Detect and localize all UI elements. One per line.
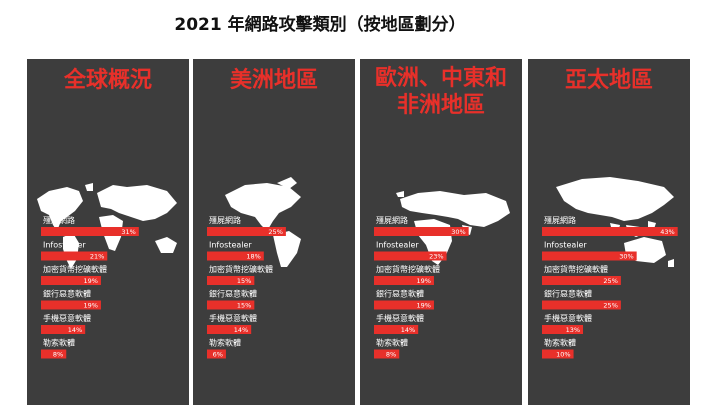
value-label-cryptominer: 25% (603, 277, 617, 285)
panel-title: 歐洲、中東和 非洲地區 (360, 65, 522, 119)
category-label-infostealer: Infostealer (209, 241, 252, 250)
bar-cryptominer (41, 276, 101, 285)
category-label-ransomware: 勒索軟體 (544, 338, 576, 348)
bar-cryptominer (542, 276, 621, 285)
bar-infostealer (207, 251, 264, 261)
value-label-ransomware: 10% (556, 351, 570, 359)
panel-title: 全球概況 (27, 67, 189, 94)
value-label-botnet: 43% (660, 228, 674, 236)
category-label-banking-malware: 銀行惡意軟體 (209, 289, 257, 299)
category-label-cryptominer: 加密貨幣挖礦軟體 (43, 264, 107, 274)
bar-infostealer (41, 251, 108, 261)
value-label-banking-malware: 15% (237, 302, 251, 310)
value-label-infostealer: 18% (246, 253, 260, 261)
value-label-infostealer: 30% (619, 253, 633, 261)
bar-botnet (41, 227, 139, 236)
category-label-botnet: 殭屍網路 (209, 215, 241, 225)
panel-title-line: 亞太地區 (564, 68, 653, 93)
bar-mobile-malware (542, 325, 584, 334)
bar-chart-apac: 殭屍網路 43% Infostealer 30% 加密貨幣挖礦軟體 25% 銀行惡意軟體 25… (542, 215, 678, 359)
panel-title: 亞太地區 (528, 67, 690, 94)
bar-banking-malware (374, 300, 434, 310)
category-label-infostealer: Infostealer (544, 241, 587, 250)
category-label-infostealer: Infostealer (376, 241, 419, 250)
bar-mobile-malware (41, 325, 86, 334)
value-label-botnet: 31% (121, 228, 135, 236)
bar-mobile-malware (374, 325, 419, 334)
category-label-ransomware: 勒索軟體 (376, 338, 408, 348)
bar-banking-malware (207, 300, 255, 310)
bar-cryptominer (207, 276, 255, 285)
value-label-botnet: 25% (268, 228, 282, 236)
panel-title-line: 非洲地區 (396, 93, 485, 118)
value-label-mobile-malware: 14% (234, 326, 248, 334)
chart-title: 2021 年網路攻擊類別（按地區劃分） (174, 15, 466, 35)
category-label-cryptominer: 加密貨幣挖礦軟體 (376, 264, 440, 274)
value-label-ransomware: 8% (386, 351, 396, 359)
bar-ransomware (542, 349, 574, 359)
category-label-mobile-malware: 手機惡意軟體 (544, 313, 592, 323)
category-label-botnet: 殭屍網路 (544, 215, 576, 225)
category-label-banking-malware: 銀行惡意軟體 (376, 289, 424, 299)
panel-title-line: 美洲地區 (229, 68, 318, 93)
value-label-cryptominer: 19% (84, 277, 98, 285)
value-label-banking-malware: 25% (603, 302, 617, 310)
value-label-mobile-malware: 14% (401, 326, 415, 334)
bar-infostealer (542, 251, 637, 261)
category-label-mobile-malware: 手機惡意軟體 (43, 313, 91, 323)
value-label-cryptominer: 19% (417, 277, 431, 285)
panel-americas: 美洲地區 殭屍網路 25% Infostealer 18% 加密貨幣挖礦軟體 15% 銀行惡… (193, 59, 355, 405)
bar-chart-global: 殭屍網路 31% Infostealer 21% 加密貨幣挖礦軟體 19% 銀行惡意軟體 19… (41, 215, 139, 359)
bar-infostealer (374, 251, 447, 261)
panel-apac: 亞太地區 殭屍網路 43% Infostealer 30% 加密貨幣挖礦軟體 25% 銀行惡… (528, 59, 690, 405)
value-label-banking-malware: 19% (84, 302, 98, 310)
panel-title-line: 全球概況 (63, 68, 152, 93)
bar-botnet (374, 227, 469, 236)
value-label-botnet: 30% (451, 228, 465, 236)
value-label-banking-malware: 19% (417, 302, 431, 310)
bar-botnet (207, 227, 286, 236)
category-label-botnet: 殭屍網路 (43, 215, 75, 225)
category-label-cryptominer: 加密貨幣挖礦軟體 (544, 264, 608, 274)
bar-banking-malware (542, 300, 621, 310)
category-label-banking-malware: 銀行惡意軟體 (544, 289, 592, 299)
bar-botnet (542, 227, 678, 236)
category-label-banking-malware: 銀行惡意軟體 (43, 289, 91, 299)
category-label-infostealer: Infostealer (43, 241, 86, 250)
bar-chart-emea: 殭屍網路 30% Infostealer 23% 加密貨幣挖礦軟體 19% 銀行惡意軟體 19… (374, 215, 469, 359)
panel-title: 美洲地區 (193, 67, 355, 94)
value-label-cryptominer: 15% (237, 277, 251, 285)
category-label-mobile-malware: 手機惡意軟體 (209, 313, 257, 323)
bar-cryptominer (374, 276, 434, 285)
bar-ransomware (41, 349, 67, 359)
americas-map-icon (225, 177, 301, 267)
category-label-ransomware: 勒索軟體 (43, 338, 75, 348)
value-label-ransomware: 6% (213, 351, 223, 359)
value-label-ransomware: 8% (53, 351, 63, 359)
bar-ransomware (374, 349, 400, 359)
bar-ransomware (207, 349, 226, 359)
category-label-ransomware: 勒索軟體 (209, 338, 241, 348)
value-label-mobile-malware: 14% (68, 326, 82, 334)
bar-banking-malware (41, 300, 101, 310)
panel-global: 全球概況 殭屍網路 31% Infostealer 21% 加密貨幣挖礦軟體 19% 銀行惡… (27, 59, 189, 405)
value-label-infostealer: 23% (429, 253, 443, 261)
value-label-infostealer: 21% (90, 253, 104, 261)
apac-map-icon (556, 177, 674, 267)
category-label-cryptominer: 加密貨幣挖礦軟體 (209, 264, 273, 274)
category-label-botnet: 殭屍網路 (376, 215, 408, 225)
bar-mobile-malware (207, 325, 252, 334)
category-label-mobile-malware: 手機惡意軟體 (376, 313, 424, 323)
bar-chart-americas: 殭屍網路 25% Infostealer 18% 加密貨幣挖礦軟體 15% 銀行惡意軟體 15… (207, 215, 286, 359)
panel-emea: 歐洲、中東和 非洲地區 殭屍網路 30% Infostealer 23% 加密貨幣挖礦軟… (360, 59, 522, 405)
value-label-mobile-malware: 13% (566, 326, 580, 334)
panel-title-line: 歐洲、中東和 (374, 66, 507, 91)
